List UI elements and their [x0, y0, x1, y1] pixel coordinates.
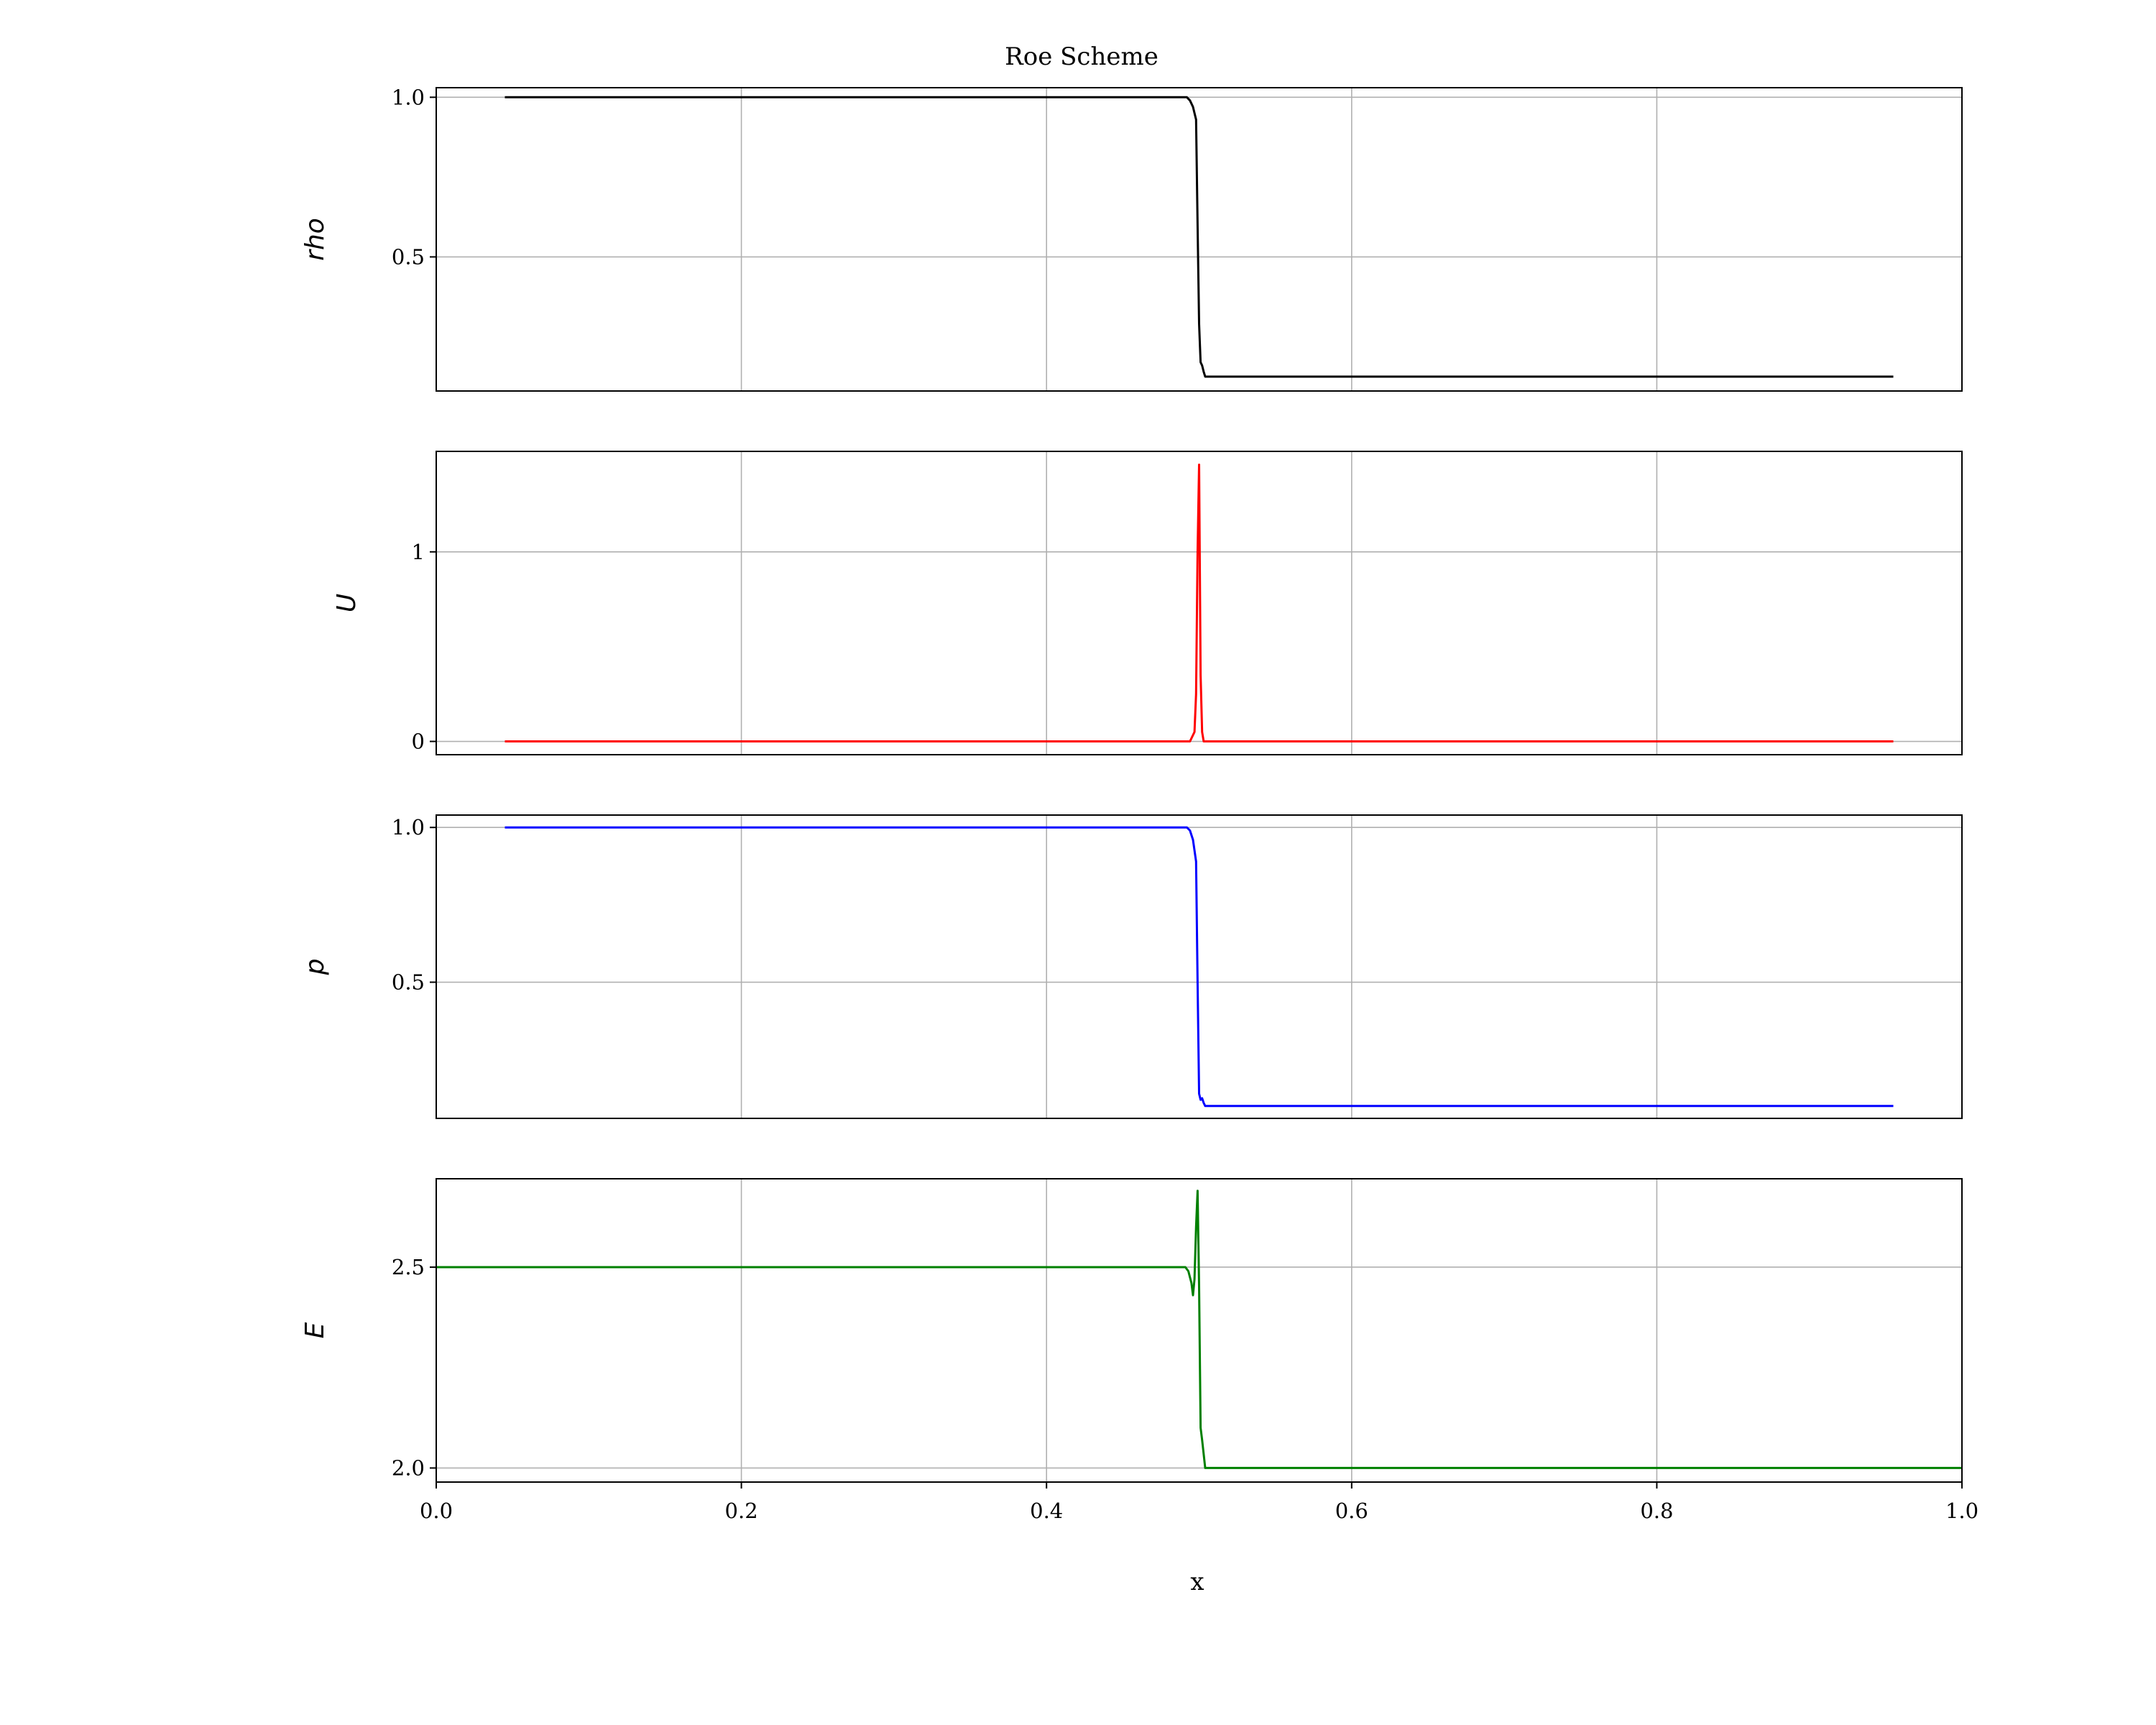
y-axis-label: rho: [300, 218, 330, 261]
x-tick-label: 0.0: [420, 1499, 453, 1523]
y-axis-label: p: [300, 959, 330, 976]
axes-frame: [436, 451, 1963, 755]
y-tick-label: 0: [412, 730, 425, 754]
y-tick-label: 2.5: [392, 1255, 425, 1279]
axes-frame: [436, 87, 1963, 392]
axes-frame: [436, 1178, 1963, 1483]
panel-p: 1.0 0.5 p: [300, 814, 1963, 1119]
y-tick-label: 1.0: [392, 815, 425, 840]
panel-e: 2.5 2.0 E 0.0 0.2 0.4 0.6 0.8 1.0: [300, 1178, 1978, 1523]
y-axis-label: U: [332, 594, 361, 612]
x-tick-label: 0.4: [1030, 1499, 1063, 1523]
y-tick-label: 0.5: [392, 970, 425, 995]
chart-title: Roe Scheme: [1005, 42, 1158, 71]
panels: 1.0 0.5 rho 1 0 U 1.0 0.5 p 2.5 2.0 E 0.0 0.2 0.4 0.6 0.…: [300, 85, 1978, 1523]
series-line-e: [436, 1190, 1962, 1469]
y-tick-label: 2.0: [392, 1455, 425, 1480]
x-tick-label: 0.6: [1335, 1499, 1368, 1523]
x-tick-label: 0.8: [1640, 1499, 1673, 1523]
x-tick-label: 1.0: [1945, 1499, 1978, 1523]
axes-frame: [436, 814, 1963, 1119]
x-axis-label: x: [1190, 1568, 1204, 1596]
y-tick-label: 1: [412, 540, 425, 564]
y-tick-label: 1.0: [392, 85, 425, 109]
series-line-p: [505, 826, 1894, 1108]
panel-u: 1 0 U: [332, 451, 1963, 755]
panel-rho: 1.0 0.5 rho: [300, 85, 1963, 392]
series-line-rho: [505, 96, 1894, 378]
y-tick-label: 0.5: [392, 244, 425, 269]
x-tick-label: 0.2: [725, 1499, 758, 1523]
y-axis-label: E: [300, 1322, 330, 1338]
series-line-u: [505, 464, 1894, 742]
